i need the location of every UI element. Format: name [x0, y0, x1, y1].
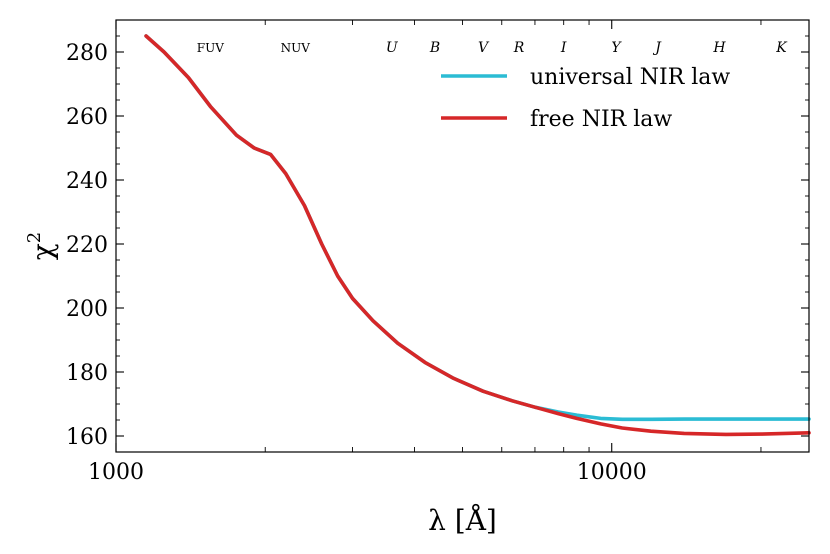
- y-tick-label: 260: [66, 105, 108, 130]
- band-label-r: R: [513, 40, 525, 56]
- series-line-free-nir-law: [144, 34, 811, 437]
- x-axis-title: λ [Å]: [428, 504, 497, 537]
- y-tick-label: 200: [66, 297, 108, 322]
- y-axis-title-base: χ: [26, 243, 59, 260]
- tick-layer: 160 180 200 220 240 260 280 1000 10000: [66, 20, 809, 485]
- plot-frame: [115, 19, 810, 453]
- band-label-i: I: [560, 40, 567, 56]
- band-label-y: Y: [611, 40, 622, 56]
- legend-label: universal NIR law: [530, 65, 730, 90]
- band-label-b: B: [429, 40, 440, 56]
- band-label-j: J: [652, 40, 662, 56]
- y-tick-label: 280: [66, 41, 108, 66]
- band-label-v: V: [478, 40, 490, 56]
- photometric-band-labels: FUV NUV U B V R I Y J H K: [197, 40, 788, 56]
- series-layer: [144, 34, 811, 437]
- legend: universal NIR law free NIR law: [441, 65, 730, 132]
- y-tick-label: 240: [66, 169, 108, 194]
- x-tick-label: 1000: [88, 460, 144, 485]
- y-tick-label: 220: [66, 233, 108, 258]
- band-label-fuv: FUV: [197, 41, 224, 55]
- band-label-h: H: [712, 40, 726, 56]
- y-axis-title-superscript: 2: [24, 232, 45, 243]
- y-tick-label: 160: [66, 425, 108, 450]
- series-line-universal-nir-law: [144, 34, 811, 422]
- band-label-u: U: [386, 40, 399, 56]
- x-tick-label: 10000: [577, 460, 647, 485]
- y-axis-title: χ2: [24, 232, 59, 260]
- legend-label: free NIR law: [530, 107, 672, 132]
- band-label-k: K: [775, 40, 788, 56]
- y-tick-label: 180: [66, 361, 108, 386]
- band-label-nuv: NUV: [281, 41, 311, 55]
